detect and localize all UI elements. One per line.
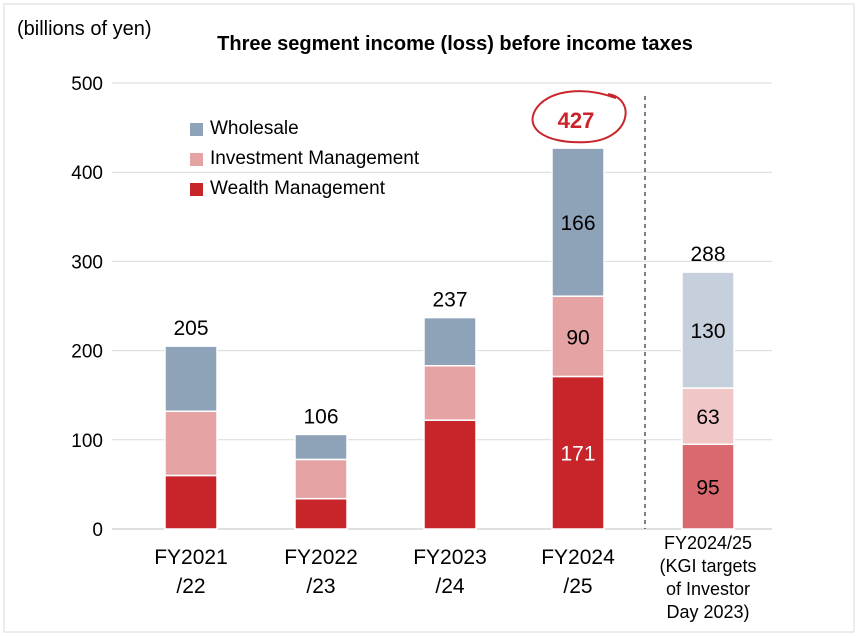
x-tick-label: /25 [563, 575, 592, 598]
bar-segment-investment-management [164, 410, 218, 477]
x-tick-label: of Investor [666, 579, 750, 599]
highlight-circle-icon [531, 90, 627, 144]
bar-segment-wholesale [294, 433, 348, 461]
legend-item-wholesale: Wholesale [190, 114, 419, 144]
x-tick-label: FY2022 [284, 546, 358, 569]
legend-label-wealth-management: Wealth Management [210, 178, 385, 199]
bar-segment-wholesale [681, 271, 735, 389]
y-tick-label: 400 [71, 163, 103, 184]
legend-label-investment-management: Investment Management [210, 148, 420, 169]
y-tick-label: 500 [71, 74, 103, 95]
legend-label-wholesale: Wholesale [210, 118, 299, 139]
segment-value-label: 63 [696, 406, 719, 429]
unit-label: (billions of yen) [17, 18, 152, 40]
bar-segment-wealth-management [551, 375, 605, 530]
x-tick-label: FY2024 [541, 546, 615, 569]
legend-swatch-wholesale [190, 122, 203, 136]
segment-value-label: 90 [566, 326, 589, 349]
bar-segment-wholesale [551, 147, 605, 297]
bar-segment-investment-management [423, 365, 477, 421]
x-tick-label: FY2024/25 [664, 533, 752, 553]
y-tick-label: 200 [71, 342, 103, 363]
x-tick-label: /24 [435, 575, 465, 598]
y-tick-label: 100 [71, 431, 103, 452]
bar-segment-wealth-management [294, 497, 348, 530]
total-value-label: 106 [303, 405, 338, 428]
legend-item-investment-management: Investment Management [190, 144, 419, 174]
y-tick-label: 300 [71, 252, 103, 273]
y-tick-label: 0 [92, 520, 103, 541]
segment-value-label: 95 [696, 477, 719, 500]
total-value-label: 427 [558, 108, 595, 133]
chart-frame [3, 3, 855, 633]
bar-segment-investment-management [294, 458, 348, 500]
x-tick-label: FY2023 [413, 546, 487, 569]
x-tick-label: /23 [306, 575, 335, 598]
legend-swatch-investment-management [190, 152, 203, 166]
x-tick-label: /22 [176, 575, 205, 598]
total-value-label: 205 [173, 317, 208, 340]
x-tick-label: (KGI targets [659, 556, 756, 576]
total-value-label: 237 [432, 289, 467, 312]
chart-title: Three segment income (loss) before incom… [217, 33, 693, 55]
total-value-label: 288 [690, 243, 725, 266]
legend-item-wealth-management: Wealth Management [190, 174, 419, 204]
x-tick-label: Day 2023) [666, 602, 749, 622]
bar-segment-wealth-management [423, 419, 477, 530]
segment-value-label: 171 [560, 443, 595, 466]
segment-value-label: 130 [690, 320, 725, 343]
legend: Wholesale Investment Management Wealth M… [190, 114, 419, 204]
segment-value-label: 166 [560, 212, 595, 235]
bar-segment-wholesale [423, 316, 477, 367]
legend-swatch-wealth-management [190, 182, 203, 196]
bar-segment-wealth-management [164, 474, 218, 530]
x-tick-label: FY2021 [154, 546, 228, 569]
bar-segment-wholesale [164, 345, 218, 413]
